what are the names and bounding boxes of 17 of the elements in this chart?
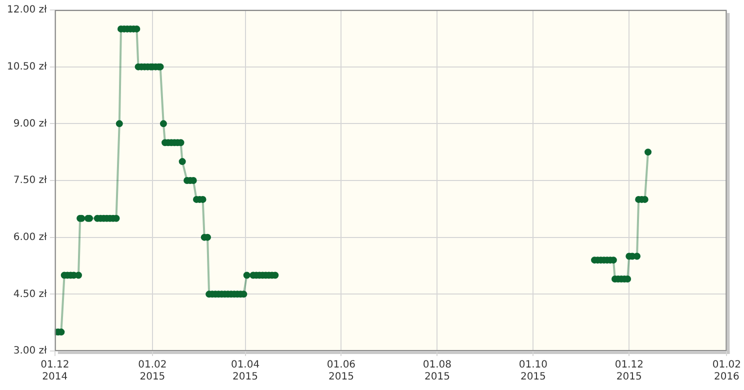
point <box>644 148 652 156</box>
x-tick-label: 01.04 2015 <box>230 360 260 383</box>
point <box>634 252 641 260</box>
x-tick-label: 01.12 2014 <box>40 360 70 383</box>
x-tick-label: 01.02 2015 <box>138 360 167 383</box>
y-tick-label: 4.50 zł <box>13 288 48 300</box>
x-tick-label: 01.10 2015 <box>518 360 548 383</box>
y-tick-label: 10.50 zł <box>6 61 48 72</box>
x-tick-label: 01.06 2015 <box>326 360 356 383</box>
x-tick-label: 01.02 2016 <box>712 360 742 383</box>
y-tick-label: 3.00 zł <box>13 346 48 357</box>
x-tick-label: 01.12 2015 <box>614 360 644 383</box>
y-tick-label: 9.00 zł <box>13 118 48 130</box>
x-tick-label: 01.08 2015 <box>422 360 452 383</box>
y-tick-label: 7.50 zł <box>13 175 48 186</box>
y-tick-label: 6.00 zł <box>13 232 48 243</box>
y-tick-label: 12.00 zł <box>6 4 48 16</box>
